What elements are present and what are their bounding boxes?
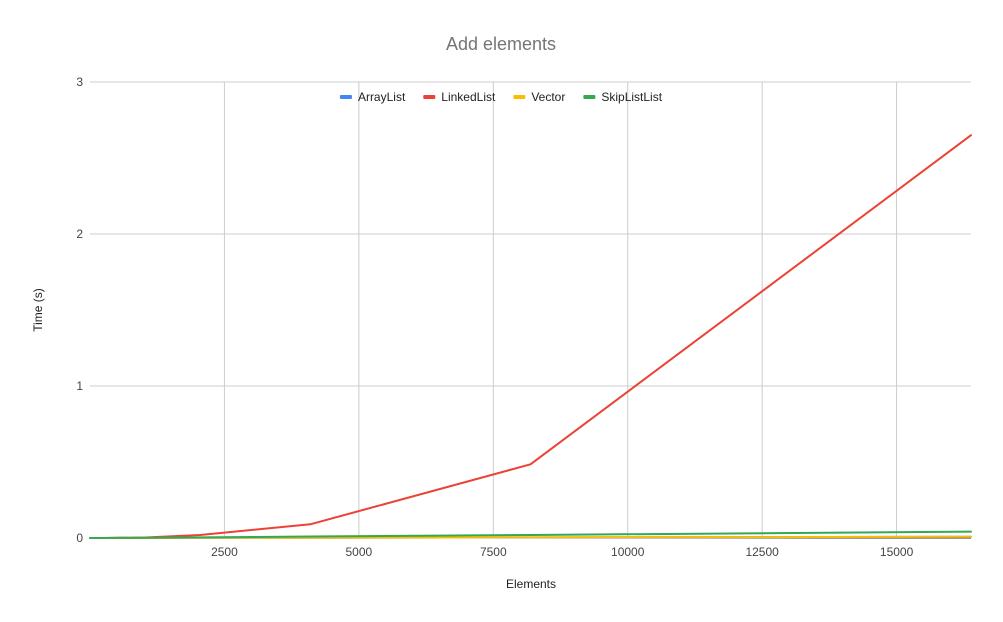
x-tick-label: 2500 (211, 545, 238, 559)
y-tick-label: 0 (76, 531, 83, 545)
series-line-skiplistlist (89, 530, 972, 539)
legend-label-vector: Vector (531, 90, 565, 104)
y-tick-label: 3 (76, 75, 83, 89)
series-line-linkedlist (89, 134, 972, 539)
legend-swatch-vector (513, 95, 526, 99)
x-tick-label: 12500 (745, 545, 779, 559)
legend-label-linkedlist: LinkedList (441, 90, 496, 104)
legend-label-skiplistlist: SkipListList (601, 90, 662, 104)
x-tick-label: 7500 (480, 545, 507, 559)
legend: ArrayList LinkedList Vector SkipListList (339, 90, 663, 104)
x-tick-label: 15000 (880, 545, 914, 559)
legend-label-arraylist: ArrayList (358, 90, 406, 104)
legend-swatch-linkedlist (423, 95, 436, 99)
y-axis-label: Time (s) (31, 288, 45, 332)
series-lines (89, 134, 972, 539)
x-tick-label: 10000 (611, 545, 645, 559)
x-tick-label: 5000 (346, 545, 373, 559)
y-tick-label: 2 (76, 227, 83, 241)
chart-title: Add elements (446, 34, 556, 54)
legend-swatch-skiplistlist (583, 95, 596, 99)
x-axis-label: Elements (506, 577, 556, 591)
grid-lines (90, 81, 971, 539)
tick-labels: 0 1 2 3 2500 5000 7500 10000 12500 15000 (76, 75, 913, 559)
legend-swatch-arraylist (339, 95, 352, 99)
y-tick-label: 1 (76, 379, 83, 393)
